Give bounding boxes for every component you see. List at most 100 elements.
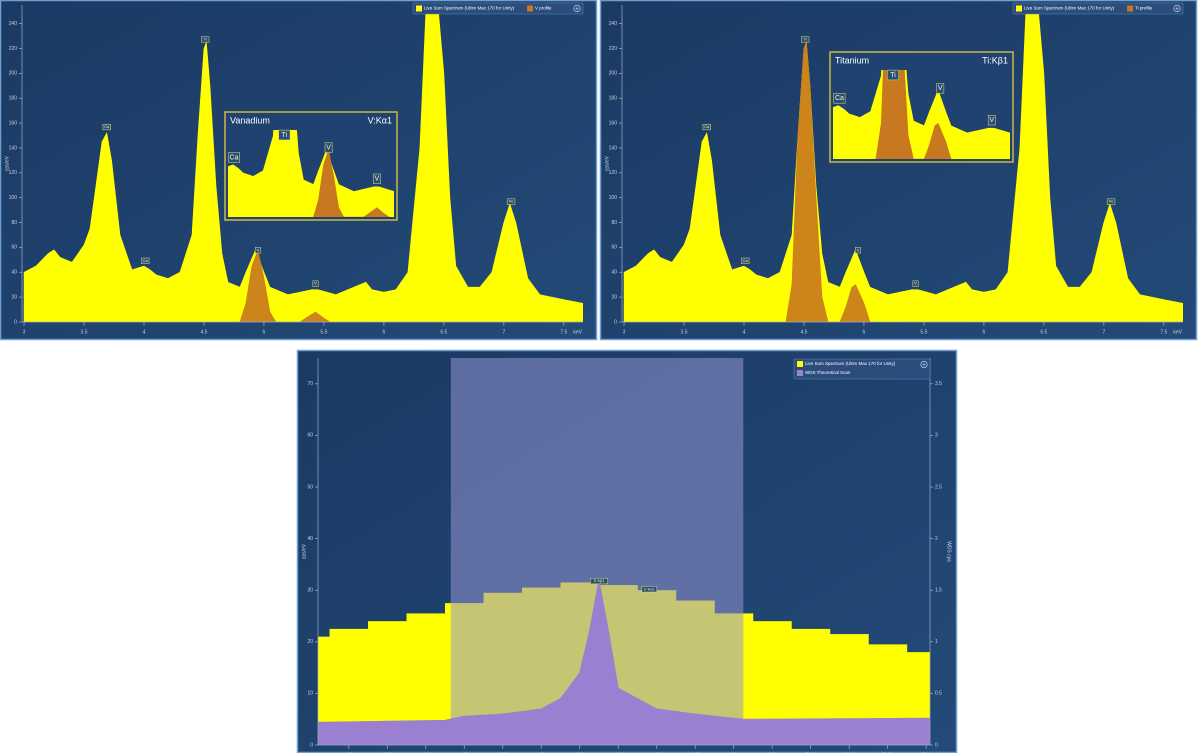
legend-box (412, 2, 584, 15)
plot-area (23, 5, 583, 322)
y-tick-label: 40 (611, 270, 617, 276)
x-tick-label: 5 (263, 329, 266, 335)
peak-label: V (989, 117, 994, 124)
y-tick-label: 220 (609, 46, 618, 52)
y2-tick-label: 1 (935, 639, 938, 645)
inset-spectrum-area (228, 130, 394, 217)
x-tick-label: 4 (743, 329, 746, 335)
peak-label-box (102, 123, 111, 131)
y-tick-label: 20 (611, 294, 617, 300)
peak-label-box (936, 83, 945, 94)
y-tick-label: 60 (611, 245, 617, 251)
inset: Vanadium V:Kα1 Ca Ti V V (224, 111, 398, 221)
x-tick-label: 7.5 (1160, 329, 1167, 335)
y-tick-label: 60 (307, 433, 313, 439)
legend-options-button[interactable] (920, 361, 928, 369)
y2-tick-label: 0.5 (935, 691, 942, 697)
x-tick-label: 6.5 (440, 329, 447, 335)
wds-scan (318, 579, 930, 745)
peak-label-box (590, 577, 608, 585)
x-tick-label: 3.5 (681, 329, 688, 335)
peak-label-box (887, 69, 900, 81)
peak-label: V (314, 281, 317, 286)
inset-plot (833, 70, 1010, 159)
peak-label: Ti (804, 36, 807, 41)
y-tick-label: 0 (614, 319, 617, 325)
spectrum-area (23, 5, 583, 322)
y-tick-label: 40 (307, 536, 313, 542)
inset-title: Titanium (835, 55, 869, 65)
y-tick-label: 40 (11, 270, 17, 276)
peak-label-box (201, 36, 210, 43)
peak-label-box (912, 280, 919, 287)
y-tick-label: 10 (307, 691, 313, 697)
legend: Live Sum Spectrum (Ultim Max 170 for Uni… (1012, 2, 1184, 15)
legend-swatch (416, 5, 422, 12)
y-tick-label: 200 (609, 71, 618, 77)
spectrum-bar (318, 636, 330, 745)
y-tick-label: 30 (307, 588, 313, 594)
peak-label-box (801, 36, 810, 43)
x-tick-label: 3.5 (81, 329, 88, 335)
legend-options-button[interactable] (1173, 5, 1181, 13)
y-tick-label: 100 (9, 195, 18, 201)
y-tick-label: 0 (14, 319, 17, 325)
y-axis-label: cps/eV (301, 543, 307, 559)
y2-tick-label: 3 (935, 433, 938, 439)
legend: Live Sum Spectrum (Ultim Max 170 for Uni… (412, 2, 584, 15)
peak-label: Ca (143, 258, 149, 263)
y-tick-label: 160 (609, 120, 618, 126)
y-tick-label: 100 (609, 195, 618, 201)
y-tick-label: 180 (609, 96, 618, 102)
plot-area (318, 358, 930, 745)
inset-spectrum-area (313, 148, 390, 217)
x-tick-label: 4 (143, 329, 146, 335)
peak-label: Ti (890, 72, 896, 79)
legend-label: Live Sum Spectrum (Ultim Max 170 for Uni… (1024, 6, 1115, 11)
peak-label-box (141, 257, 150, 264)
peak-label: Ti (204, 36, 207, 41)
y2-tick-label: 0 (935, 742, 938, 748)
y2-tick-label: 2.5 (935, 484, 942, 490)
x-tick-label: 5.5 (920, 329, 927, 335)
y-tick-label: 0 (310, 742, 313, 748)
y-tick-label: 140 (9, 145, 18, 151)
y2-tick-label: 1.5 (935, 588, 942, 594)
plot-area (623, 5, 1183, 322)
peak-label-box (987, 114, 996, 126)
spectrum-area (785, 42, 871, 322)
legend-swatch (1127, 5, 1134, 12)
inset: Titanium Ti:Kβ1 Ca Ti V V (829, 51, 1014, 163)
peak-label-box (254, 247, 261, 254)
x-tick-label: 6.5 (1040, 329, 1047, 335)
legend-label: WDS Theoretical Scan (805, 370, 851, 375)
y-tick-label: 200 (9, 71, 18, 77)
x-tick-label: 3 (623, 329, 626, 335)
peak-label: V (375, 176, 380, 183)
legend-options-button[interactable] (573, 5, 581, 13)
y-tick-label: 50 (307, 484, 313, 490)
legend-label: V profile (535, 6, 552, 11)
x-tick-label: 6 (382, 329, 385, 335)
chart-panel: 0102030405060704.84.824.844.864.884.94.9… (296, 349, 958, 753)
peak-label: V Kα1 (644, 586, 656, 591)
x-tick-label: 4.5 (200, 329, 207, 335)
y-tick-label: 240 (9, 21, 18, 27)
peak-label: Ca (104, 124, 110, 129)
y-tick-label: 120 (9, 170, 18, 176)
peak-label: Ca (230, 154, 239, 161)
y2-axis-label: WDS cps (946, 541, 952, 562)
peak-label-box (373, 173, 381, 184)
peak-label: Ti Kβ1 (593, 578, 605, 583)
y-tick-label: 80 (11, 220, 17, 226)
peak-label: V (914, 281, 917, 286)
spectrum-area (623, 5, 1183, 322)
peak-label-box (1106, 198, 1116, 205)
legend-swatch (797, 361, 803, 367)
x-tick-label: 6 (982, 329, 985, 335)
spectrum-area (239, 248, 331, 322)
x-tick-label: 7 (1102, 329, 1105, 335)
inset-title: Vanadium (230, 115, 270, 125)
peak-label: V (257, 247, 260, 252)
chart-panel: 0 20 40 60 80 100 120 140 160 180 200 220 240 3 3.5 4 4.… (0, 0, 598, 341)
